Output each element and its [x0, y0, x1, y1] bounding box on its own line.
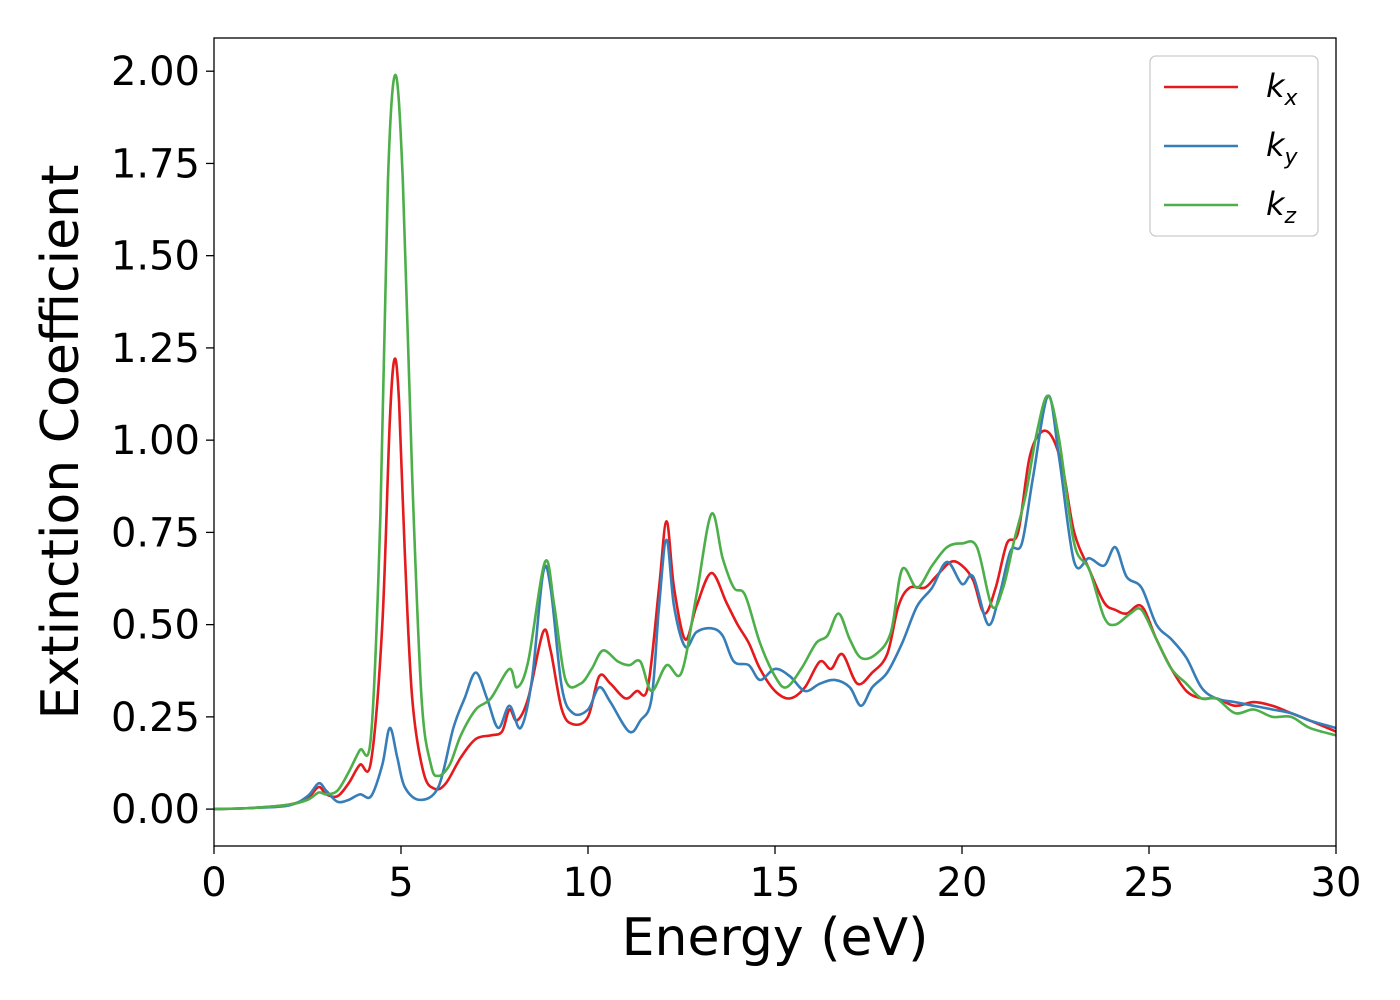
x-tick-label: 5 [388, 860, 413, 906]
y-tick-label: 1.75 [111, 141, 200, 187]
x-axis-ticks: 0 5 10 15 20 25 30 [201, 846, 1361, 906]
y-tick-label: 0.75 [111, 510, 200, 556]
x-axis-label: Energy (eV) [622, 908, 929, 968]
y-tick-label: 2.00 [111, 49, 200, 95]
x-tick-label: 30 [1311, 860, 1362, 906]
y-tick-label: 0.50 [111, 603, 200, 649]
y-tick-label: 1.50 [111, 234, 200, 280]
x-tick-label: 20 [937, 860, 988, 906]
x-tick-label: 25 [1124, 860, 1175, 906]
y-axis-label: Extinction Coefficient [31, 165, 91, 720]
y-tick-label: 0.00 [111, 787, 200, 833]
y-tick-label: 1.25 [111, 326, 200, 372]
x-tick-label: 15 [750, 860, 801, 906]
series-line-kz [214, 73, 1336, 811]
y-axis-ticks: 0.00 0.25 0.50 0.75 1.00 1.25 1.50 1.75 2.00 [111, 49, 214, 833]
series-line-ky [214, 394, 1336, 811]
y-tick-label: 0.25 [111, 695, 200, 741]
y-tick-label: 1.00 [111, 418, 200, 464]
plot-lines [214, 73, 1336, 811]
x-tick-label: 10 [563, 860, 614, 906]
x-tick-label: 0 [201, 860, 226, 906]
